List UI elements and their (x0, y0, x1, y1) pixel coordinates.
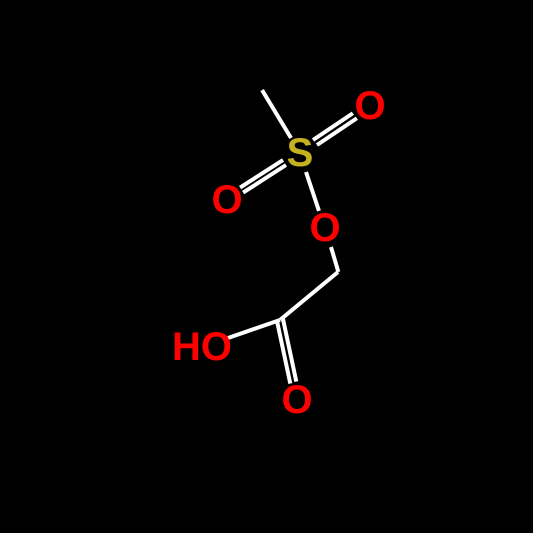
atom-oxygen-4: O (281, 380, 312, 420)
atom-hydroxyl: HO (172, 327, 232, 367)
bond (239, 159, 284, 190)
atom-oxygen-3: O (309, 208, 340, 248)
atom-oxygen-2: O (211, 180, 242, 220)
molecule-canvas: S O O O O HO (0, 0, 533, 533)
bond (279, 270, 340, 321)
bond (329, 247, 340, 273)
bond (228, 318, 281, 340)
atom-oxygen-1: O (354, 86, 385, 126)
atom-sulfur: S (287, 133, 314, 173)
bond (312, 112, 354, 142)
